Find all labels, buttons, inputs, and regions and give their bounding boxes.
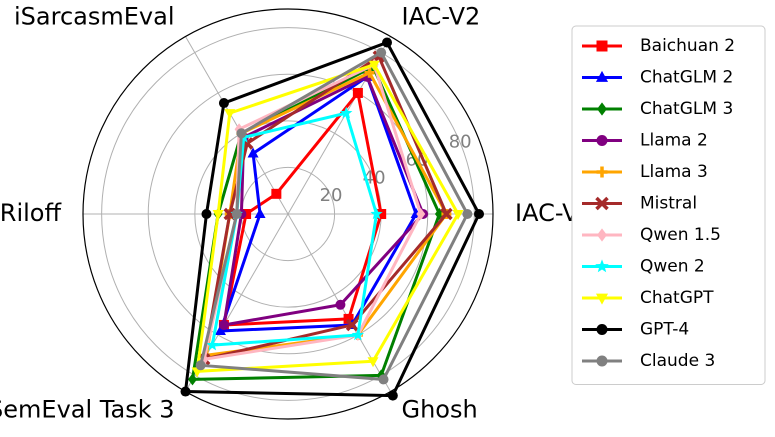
data-point — [597, 102, 607, 116]
axis-label: Ghosh — [402, 396, 478, 424]
data-point — [364, 67, 375, 78]
data-point — [378, 374, 389, 385]
data-point — [335, 299, 346, 310]
legend-frame — [571, 25, 766, 385]
data-point — [367, 357, 379, 368]
data-point — [236, 128, 247, 139]
legend-label: Baichuan 2 — [640, 36, 735, 56]
data-point — [187, 373, 197, 386]
data-point — [474, 209, 485, 219]
data-point — [254, 208, 266, 218]
data-point — [596, 135, 608, 146]
legend-entry: Qwen 2 — [582, 257, 705, 277]
data-point — [376, 209, 387, 219]
data-point — [440, 207, 453, 221]
legend-entry: Llama 3 — [582, 162, 708, 182]
axis-label: Riloff — [0, 199, 61, 227]
legend-entry: Claude 3 — [582, 351, 715, 371]
legend-label: Qwen 1.5 — [640, 225, 721, 245]
data-point — [340, 106, 353, 119]
data-point — [368, 60, 380, 71]
polar-frame — [82, 8, 494, 420]
data-point — [596, 166, 608, 178]
legend-entry: Mistral — [582, 194, 697, 214]
legend: Baichuan 2 ChatGLM 2 ChatGLM 3 Llama 2 Llama… — [571, 25, 766, 385]
data-point — [271, 188, 282, 199]
tick-label: 20 — [320, 185, 343, 206]
data-point — [212, 210, 224, 220]
legend-label: Llama 2 — [640, 131, 708, 151]
data-point — [595, 293, 609, 305]
data-point — [247, 147, 259, 158]
data-point — [352, 87, 363, 98]
data-point — [218, 319, 229, 330]
legend-entry: Llama 2 — [582, 131, 708, 151]
data-point — [370, 207, 383, 220]
data-point — [595, 70, 609, 82]
legend-label: Mistral — [640, 194, 697, 214]
data-point — [595, 196, 609, 211]
data-point — [387, 390, 398, 401]
legend-entry: ChatGLM 3 — [582, 99, 733, 119]
legend-label: ChatGPT — [640, 288, 714, 308]
data-point — [180, 386, 191, 397]
legend-entry: ChatGPT — [582, 288, 714, 308]
legend-entry: Baichuan 2 — [582, 36, 735, 56]
data-point — [596, 40, 608, 52]
data-point — [201, 209, 212, 219]
data-point — [596, 324, 608, 335]
axis-label: iSarcasmEval — [14, 2, 174, 30]
data-point — [452, 210, 464, 220]
data-point — [224, 109, 236, 120]
legend-entry: GPT-4 — [582, 320, 689, 340]
data-point — [218, 98, 229, 109]
legend-entry: ChatGLM 2 — [582, 68, 733, 88]
legend-label: Claude 3 — [640, 351, 715, 371]
series-layer — [180, 37, 485, 401]
data-point — [206, 338, 219, 351]
data-point — [597, 228, 607, 242]
data-point — [416, 208, 426, 220]
legend-label: Llama 3 — [640, 162, 708, 182]
radar-grid — [82, 8, 494, 420]
legend-label: GPT-4 — [640, 320, 689, 340]
data-point — [343, 313, 354, 324]
series-claude-3 — [195, 47, 473, 385]
grid-spoke — [185, 36, 289, 215]
data-point — [345, 318, 359, 332]
data-point — [214, 325, 226, 336]
data-point — [195, 360, 206, 371]
legend-label: ChatGLM 3 — [640, 99, 733, 119]
legend-label: ChatGLM 2 — [640, 68, 733, 88]
data-point — [376, 47, 387, 58]
data-point — [462, 209, 473, 219]
data-point — [596, 355, 608, 367]
data-point — [595, 259, 609, 273]
legend-label: Qwen 2 — [640, 257, 705, 277]
series-chatgpt — [191, 60, 464, 378]
axis-label: SemEval Task 3 — [0, 396, 175, 424]
tick-label: 80 — [449, 132, 472, 153]
legend-entry: Qwen 1.5 — [582, 225, 721, 245]
axis-label: IAC-V2 — [402, 2, 481, 30]
series-gpt-4 — [180, 37, 485, 401]
data-point — [231, 209, 242, 219]
series-line — [222, 91, 383, 327]
data-point — [382, 37, 393, 48]
data-point — [351, 328, 365, 341]
